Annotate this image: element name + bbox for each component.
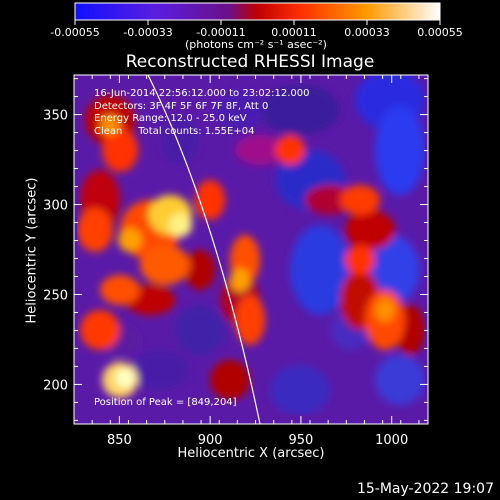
colorbar-tick-label: 0.00011 — [271, 26, 317, 39]
colorbar-tick-label: -0.00033 — [123, 26, 172, 39]
axis-ticks: 850 900 950 1000 200 250 300 350 — [43, 75, 428, 448]
image-blob — [235, 295, 265, 345]
colorbar-units: (photons cm⁻² s⁻¹ asec⁻²) — [185, 38, 327, 51]
image-blob — [130, 350, 190, 390]
info-block: 16-Jun-2014 22:56:12.000 to 23:02:12.000… — [94, 88, 310, 138]
x-tick-label: 850 — [107, 433, 132, 448]
image-blob — [80, 310, 120, 350]
plot-frame — [73, 74, 429, 425]
image-blob — [345, 210, 395, 250]
y-axis-label: Heliocentric Y (arcsec) — [24, 177, 40, 324]
solar-limb-line — [147, 74, 261, 425]
image-blob — [235, 135, 285, 165]
footer-timestamp: 15-May-2022 19:07 — [356, 481, 494, 497]
image-blob — [168, 213, 192, 237]
colorbar-tick-label: 0.00033 — [344, 26, 390, 39]
image-blob — [175, 305, 225, 355]
x-tick-label: 950 — [289, 433, 314, 448]
image-blob — [140, 245, 190, 285]
image-blob — [102, 128, 138, 172]
colorbar-ticks: -0.00055 -0.00033 -0.00011 0.00011 0.00033 0.… — [50, 20, 463, 39]
image-blob — [215, 90, 265, 130]
image-blob — [230, 268, 250, 292]
image-blob — [375, 105, 425, 195]
colorbar-tick-label: -0.00055 — [50, 26, 99, 39]
info-time-range: 16-Jun-2014 22:56:12.000 to 23:02:12.000 — [94, 88, 310, 99]
y-tick-label: 300 — [43, 199, 68, 214]
image-blob — [100, 275, 140, 305]
colorbar-group: -0.00055 -0.00033 -0.00011 0.00011 0.00033 0.… — [50, 2, 463, 39]
plot-title: Reconstructed RHESSI Image — [125, 52, 375, 72]
image-blob — [210, 360, 250, 400]
image-blob — [115, 368, 135, 388]
peak-position-label: Position of Peak = [849,204] — [94, 397, 237, 408]
image-blob — [290, 225, 350, 315]
x-axis-label: Heliocentric X (arcsec) — [177, 446, 325, 461]
y-tick-label: 350 — [43, 109, 68, 124]
info-detectors: Detectors: 3F 4F 5F 6F 7F 8F, Att 0 — [94, 100, 269, 112]
image-blob — [270, 365, 330, 415]
x-tick-label: 900 — [198, 433, 223, 448]
image-blob — [118, 228, 142, 252]
info-energy-range: Energy Range: 12.0 - 25.0 keV — [94, 113, 247, 124]
image-blob — [77, 208, 113, 252]
colorbar-gradient — [75, 3, 440, 20]
y-tick-label: 250 — [43, 288, 68, 303]
info-counts: Clean Total counts: 1.55E+04 — [94, 125, 255, 137]
image-blob — [340, 185, 380, 215]
x-tick-label: 1000 — [375, 433, 408, 448]
colorbar-tick-label: -0.00011 — [196, 26, 245, 39]
image-blob — [375, 298, 395, 322]
y-tick-label: 200 — [43, 378, 68, 393]
image-blob — [160, 115, 200, 165]
image-blob — [345, 245, 375, 275]
solar-image — [74, 75, 428, 424]
image-blob — [375, 355, 425, 405]
image-blob — [185, 250, 215, 290]
colorbar-tick-label: 0.00055 — [417, 26, 463, 39]
image-blob — [305, 185, 355, 215]
image-blob — [275, 135, 305, 165]
colorbar-frame — [74, 2, 441, 21]
image-blob — [100, 115, 120, 135]
image-blob — [260, 85, 340, 135]
